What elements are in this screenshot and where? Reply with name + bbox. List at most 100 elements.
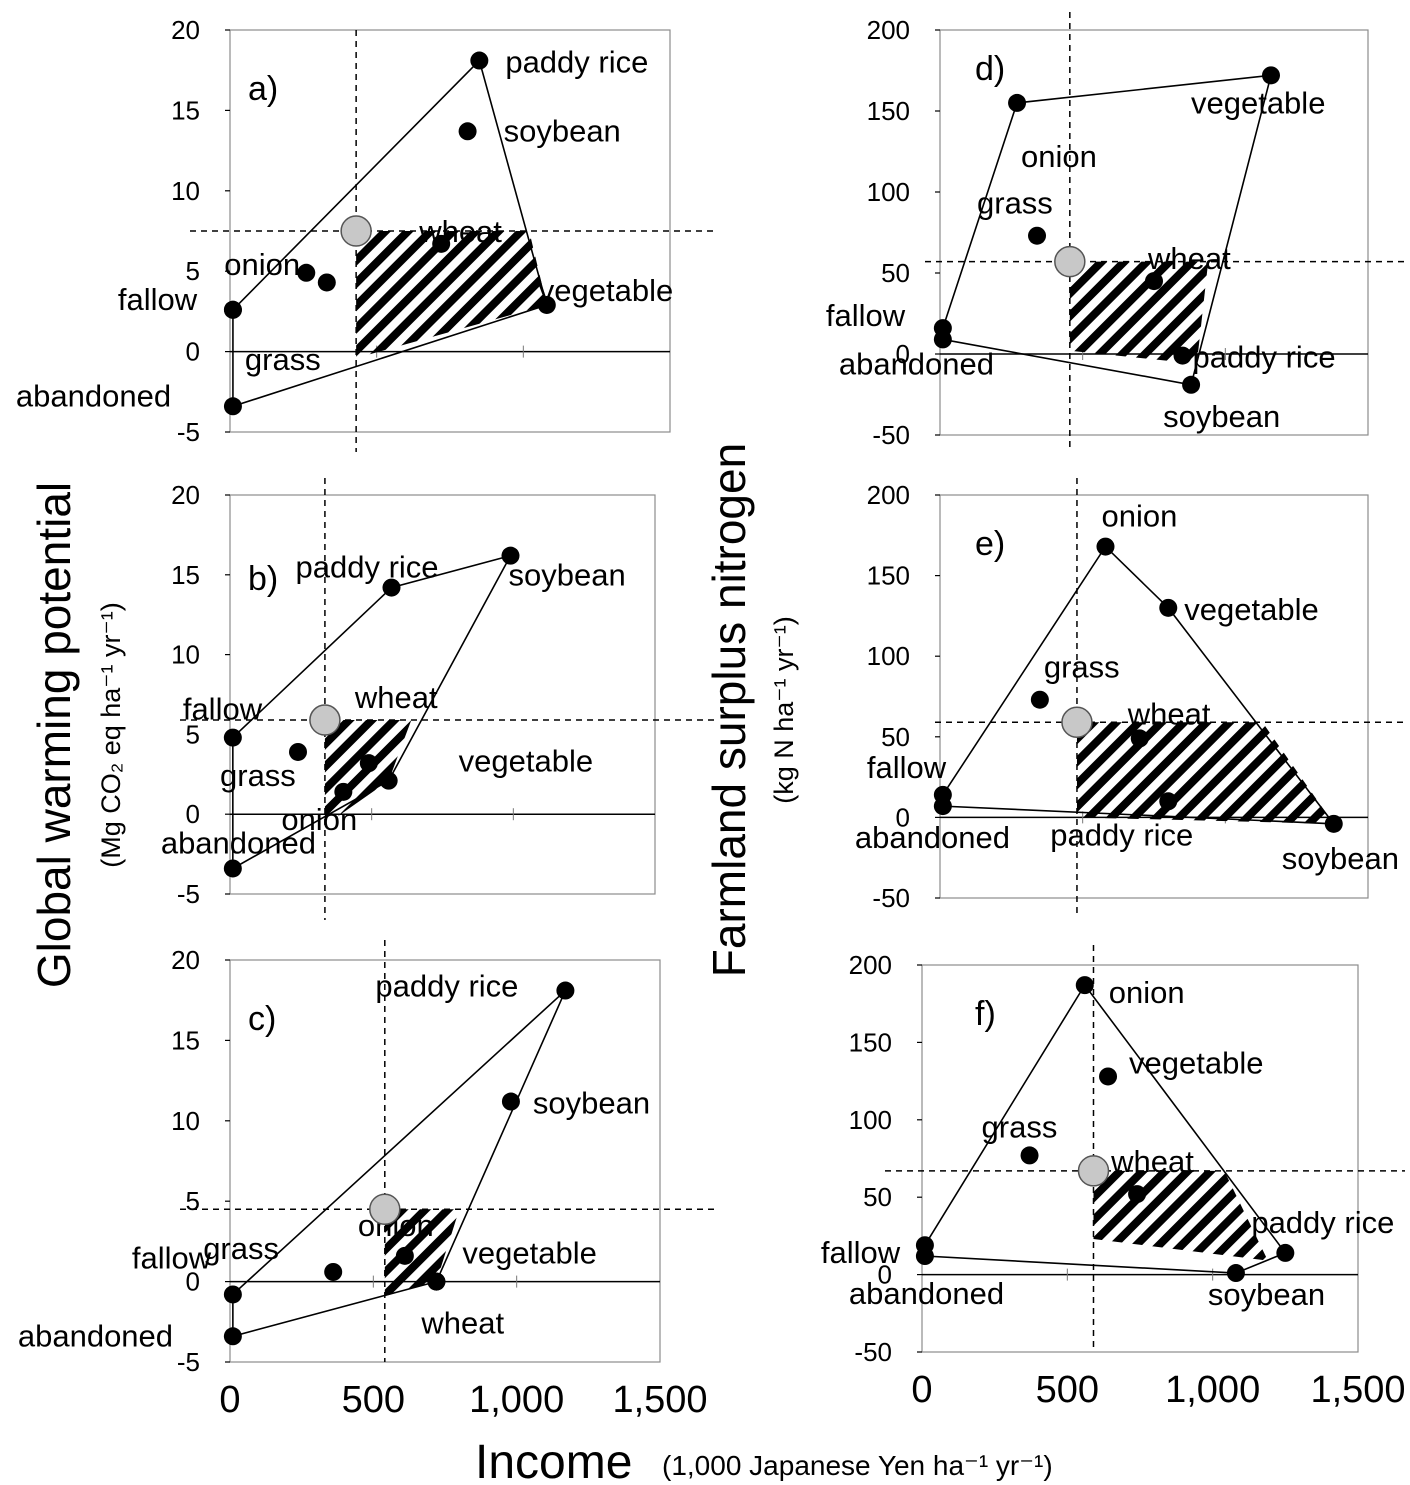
point-label: wheat <box>1110 1144 1194 1179</box>
data-point <box>1324 814 1343 833</box>
right-y-axis-label: Farmland surplus nitrogen (kg N ha⁻¹ yr⁻… <box>703 443 799 977</box>
point-label: onion <box>1021 139 1097 174</box>
plot-frame <box>229 29 671 433</box>
point-label: grass <box>1044 650 1120 685</box>
x-axis-label-unit: (1,000 Japanese Yen ha⁻¹ yr⁻¹) <box>662 1450 1053 1481</box>
data-point <box>317 273 336 292</box>
plot-frame <box>229 494 656 895</box>
point-label: vegetable <box>1184 592 1318 627</box>
data-point <box>501 546 520 565</box>
reference-point <box>309 704 341 736</box>
data-point <box>1096 537 1115 556</box>
data-point <box>1075 976 1094 995</box>
left-y-axis-label: Global warming potential (Mg CO₂ eq ha⁻¹… <box>28 482 126 988</box>
point-label: paddy rice <box>296 550 439 585</box>
data-point <box>1020 1146 1039 1165</box>
y-tick-label: 0 <box>186 1267 200 1297</box>
point-label: vegetable <box>459 744 593 779</box>
point-label: paddy rice <box>505 45 648 80</box>
reference-point <box>340 215 372 247</box>
y-tick-label: 0 <box>186 337 200 367</box>
y-tick-label: 50 <box>881 258 910 288</box>
hatched-region <box>384 1209 460 1297</box>
point-label: onion <box>224 247 300 282</box>
point-label: wheat <box>1147 241 1231 276</box>
y-tick-label: 0 <box>878 1260 892 1290</box>
convex-hull <box>232 554 513 870</box>
hatched-region <box>1069 261 1209 364</box>
data-point <box>1159 792 1178 811</box>
plot-frame <box>921 964 1359 1353</box>
point-label: fallow <box>183 692 263 727</box>
y-tick-label: 200 <box>867 15 910 45</box>
data-point <box>223 859 242 878</box>
panel-letter: c) <box>248 1000 276 1038</box>
point-label: wheat <box>354 680 438 715</box>
data-point <box>1145 272 1163 291</box>
x-tick-label: 500 <box>1036 1369 1099 1411</box>
data-point <box>1226 1264 1245 1283</box>
right-ylabel-main: Farmland surplus nitrogen <box>703 443 755 977</box>
point-label: grass <box>220 758 296 793</box>
data-point <box>382 578 401 597</box>
y-tick-label: 150 <box>867 96 910 126</box>
data-point <box>1261 66 1280 85</box>
x-tick-label: 1,500 <box>612 1379 707 1421</box>
data-point <box>223 1327 242 1346</box>
y-tick-label: -5 <box>177 417 200 447</box>
x-tick-label: 500 <box>342 1379 405 1421</box>
right-ylabel-unit: (kg N ha⁻¹ yr⁻¹) <box>769 616 799 804</box>
data-point <box>458 122 477 141</box>
data-point <box>297 263 316 282</box>
x-tick-label: 0 <box>219 1379 240 1421</box>
data-point <box>1028 226 1047 245</box>
point-label: onion <box>281 802 357 837</box>
panel-letter: d) <box>975 50 1005 88</box>
point-label: abandoned <box>16 378 171 413</box>
point-label: onion <box>1101 499 1177 534</box>
data-point <box>1173 346 1192 365</box>
point-label: grass <box>203 1231 279 1266</box>
panel-letter: a) <box>248 70 278 108</box>
chart-panel-2: 20 15 10 5 0 -5 paddy rice soybean fallow wheat gr… <box>161 478 715 920</box>
point-label: wheat <box>418 214 502 249</box>
point-label: paddy rice <box>1050 817 1193 852</box>
data-point <box>1182 375 1201 394</box>
data-point <box>1276 1243 1295 1262</box>
y-tick-label: 200 <box>867 480 910 510</box>
data-point <box>223 397 242 416</box>
y-tick-label: 100 <box>867 177 910 207</box>
y-tick-label: 5 <box>186 719 200 749</box>
point-label: wheat <box>420 1306 504 1341</box>
hatched-region <box>356 231 547 359</box>
point-label: onion <box>1109 975 1185 1010</box>
hatched-region <box>1076 722 1334 824</box>
point-label: abandoned <box>839 346 994 381</box>
y-tick-label: -50 <box>872 883 910 913</box>
plot-frame <box>229 959 661 1363</box>
point-label: abandoned <box>18 1318 173 1353</box>
x-axis-label-main: Income <box>475 1436 632 1485</box>
point-label: grass <box>245 342 321 377</box>
y-tick-label: 20 <box>171 480 200 510</box>
data-point <box>933 330 952 349</box>
data-point <box>289 742 307 761</box>
data-point <box>1128 1185 1147 1204</box>
point-label: paddy rice <box>1193 340 1336 375</box>
reference-point <box>369 1193 401 1225</box>
point-label: vegetable <box>539 273 673 308</box>
data-point <box>501 1092 520 1111</box>
panel-letter: b) <box>248 560 278 598</box>
y-tick-label: 0 <box>186 799 200 829</box>
data-point <box>359 754 378 773</box>
reference-point <box>1077 1155 1110 1187</box>
data-point <box>537 295 556 314</box>
point-label: soybean <box>533 1086 650 1121</box>
y-tick-label: -5 <box>177 879 200 909</box>
y-tick-label: 20 <box>171 945 200 975</box>
point-label: fallow <box>132 1240 212 1275</box>
hatched-region <box>1093 1170 1268 1261</box>
point-label: fallow <box>118 282 198 317</box>
point-label: fallow <box>821 1235 901 1270</box>
